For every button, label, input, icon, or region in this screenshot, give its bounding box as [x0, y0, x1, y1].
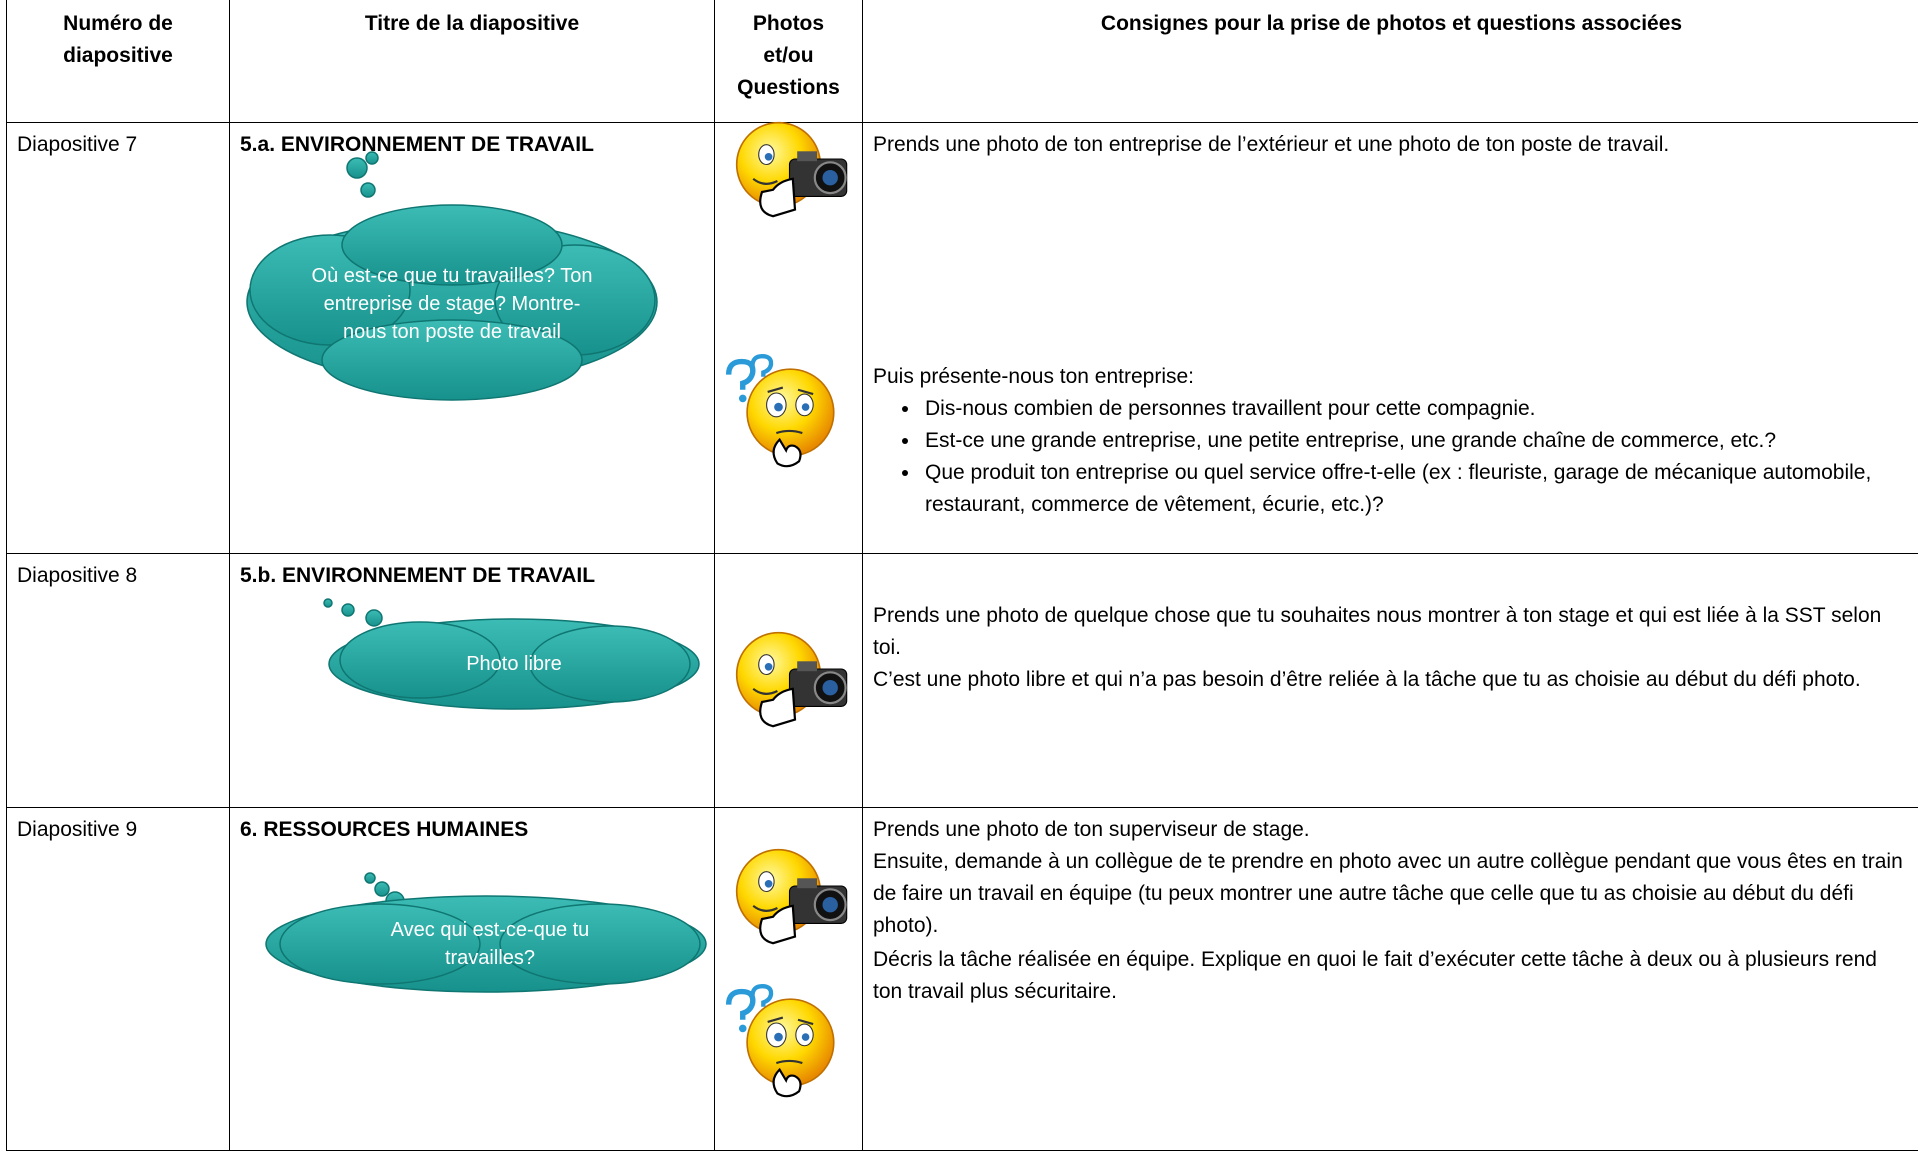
- header-cell: Titre de la diapositive: [230, 0, 715, 123]
- header-row: Numéro de diapositive Titre de la diapos…: [7, 0, 1918, 123]
- bullet-item: Est-ce une grande entreprise, une petite…: [921, 425, 1910, 457]
- question-instructions: Puis présente-nous ton entreprise:Dis-no…: [873, 361, 1910, 521]
- bullet-list: Dis-nous combien de personnes travaillen…: [873, 393, 1910, 521]
- instruction-text: Puis présente-nous ton entreprise:: [873, 361, 1910, 393]
- instruction-text: Ensuite, demande à un collègue de te pre…: [873, 846, 1910, 942]
- instruction-text: Prends une photo de quelque chose que tu…: [873, 600, 1910, 664]
- instructions-cell: Prends une photo de quelque chose que tu…: [863, 554, 1918, 808]
- instructions-cell: Prends une photo de ton superviseur de s…: [863, 808, 1918, 1151]
- slide-title: 6. RESSOURCES HUMAINES: [230, 808, 715, 1151]
- icon-cell: [715, 808, 863, 1151]
- instruction-text: Prends une photo de ton entreprise de l’…: [873, 129, 1910, 161]
- icon-cell: [715, 123, 863, 554]
- header-cell: Photos et/ou Questions: [715, 0, 863, 123]
- bullet-item: Dis-nous combien de personnes travaillen…: [921, 393, 1910, 425]
- instructions-cell: Prends une photo de ton entreprise de l’…: [863, 123, 1918, 554]
- header-cell: Numéro de diapositive: [7, 0, 230, 123]
- instruction-text: C’est une photo libre et qui n’a pas bes…: [873, 664, 1910, 696]
- photo-instructions: Prends une photo de ton superviseur de s…: [873, 814, 1910, 942]
- bubble-text: Photo libre: [389, 650, 639, 678]
- instruction-text: Décris la tâche réalisée en équipe. Expl…: [873, 944, 1910, 1008]
- question-instructions: Décris la tâche réalisée en équipe. Expl…: [873, 944, 1910, 1008]
- bubble-text: Avec qui est-ce-que tu travailles?: [345, 916, 635, 972]
- slide-number: Diapositive 8: [7, 554, 230, 808]
- icon-cell: [715, 554, 863, 808]
- instructions-table: Numéro de diapositive Titre de la diapos…: [6, 0, 1918, 1151]
- slide-number: Diapositive 9: [7, 808, 230, 1151]
- slide-number: Diapositive 7: [7, 123, 230, 554]
- slide-title: 5.b. ENVIRONNEMENT DE TRAVAIL: [230, 554, 715, 808]
- header-cell: Consignes pour la prise de photos et que…: [863, 0, 1918, 123]
- instruction-text: Prends une photo de ton superviseur de s…: [873, 814, 1910, 846]
- photo-instructions: Prends une photo de quelque chose que tu…: [873, 600, 1910, 696]
- bullet-item: Que produit ton entreprise ou quel servi…: [921, 457, 1910, 521]
- bubble-text: Où est-ce que tu travailles? Ton entrepr…: [302, 262, 602, 346]
- photo-instructions: Prends une photo de ton entreprise de l’…: [873, 129, 1910, 161]
